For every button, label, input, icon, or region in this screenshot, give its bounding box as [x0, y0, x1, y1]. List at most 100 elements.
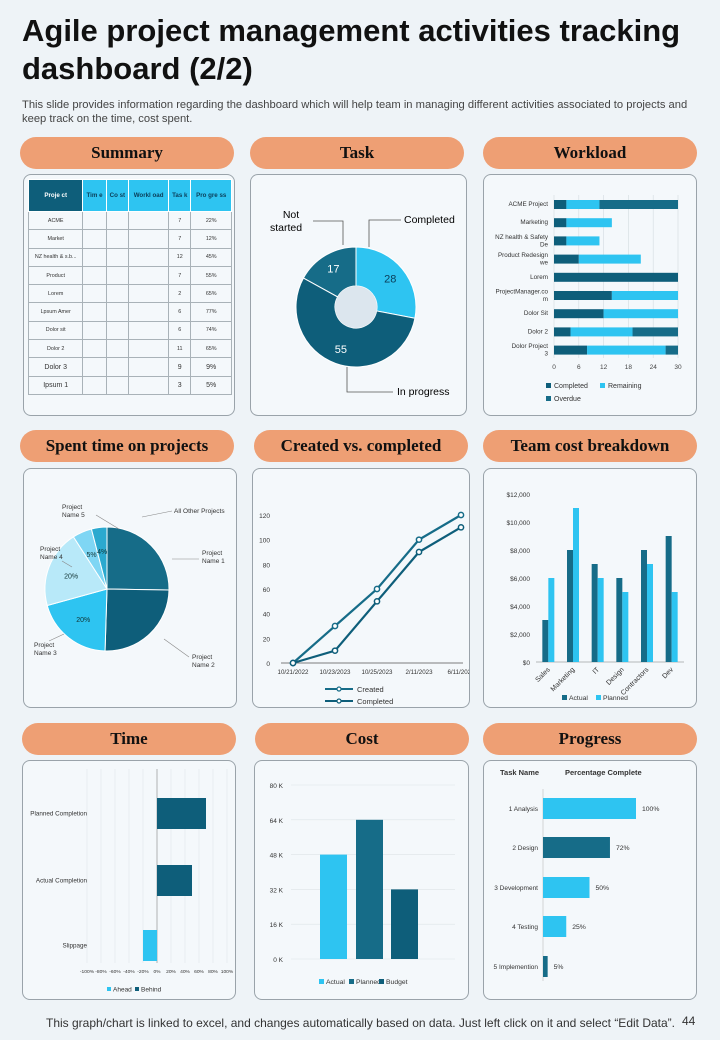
table-cell: 7: [168, 265, 192, 286]
teamcost-tick-label: $12,000: [507, 492, 531, 499]
spent-category-label: Project: [62, 504, 82, 511]
created-legend-marker: [336, 698, 342, 704]
cost-legend-label: Actual: [326, 979, 345, 986]
progress-data-label: 25%: [572, 924, 586, 931]
created-tick-label: 10/21/2022: [278, 669, 310, 676]
table-cell: [128, 375, 170, 395]
spent-category-label: Name 5: [62, 512, 85, 519]
spent-category-label: Project: [34, 642, 54, 649]
spent-data-label: 20%: [76, 617, 90, 624]
progress-category-label: 2 Design: [512, 845, 538, 852]
progress-bar: [543, 916, 567, 937]
workload-bar: [554, 272, 678, 282]
page-subtitle: This slide provides information regardin…: [22, 99, 688, 125]
spent-slice: [104, 588, 170, 652]
page-number: 44: [682, 1014, 696, 1028]
table-row: Lorem 2 65%: [27, 284, 232, 304]
spent-category-label: Name 2: [192, 662, 215, 669]
task-leader-line: [346, 367, 393, 393]
workload-bar: [587, 345, 666, 355]
page-title: Agile project management activities trac…: [22, 13, 681, 86]
workload-bar: [554, 218, 567, 228]
spent-header: Spent time on projects: [20, 430, 234, 462]
workload-category-label: ACME Project: [508, 201, 548, 208]
created-tick-label: 80: [263, 562, 271, 569]
time-tick-label: 80%: [208, 969, 218, 975]
created-tick-label: 20: [263, 636, 271, 643]
progress-bar-chart: Task Name Percentage Complete 1 Analysis 10…: [494, 768, 659, 981]
time-legend-swatch: [135, 987, 139, 991]
table-cell: [82, 284, 107, 304]
table-cell: Dolor sit: [27, 320, 84, 341]
task-label-completed: Completed: [404, 214, 455, 226]
workload-legend-label: Overdue: [554, 396, 581, 403]
teamcost-tick-label: $2,000: [510, 632, 530, 639]
table-cell: [82, 339, 107, 359]
table-row: Product 7 55%: [27, 265, 232, 286]
created-tick-label: 0: [266, 661, 270, 668]
progress-bar: [543, 798, 636, 819]
teamcost-bar: [597, 578, 604, 662]
workload-tick-label: 18: [625, 364, 633, 371]
table-cell: [105, 339, 130, 359]
footer-note: This graph/chart is linked to excel, and…: [46, 1016, 675, 1030]
spent-slice: [106, 526, 170, 591]
table-row: Ipsum 1 3 5%: [27, 375, 232, 395]
time-tick-label: -100%: [80, 969, 95, 975]
created-header: Created vs. completed: [254, 430, 468, 462]
progress-data-label: 5%: [554, 964, 564, 971]
table-cell: Dolor 3: [27, 357, 84, 377]
task-donut-hole: [335, 286, 377, 328]
table-cell: 2: [168, 284, 192, 304]
workload-bar: [554, 327, 571, 337]
cost-tick-label: 0 K: [273, 957, 283, 964]
workload-panel: 0 6 12 18 24 30 ACME Project Marketing NZ health…: [483, 174, 697, 416]
workload-category-label: Marketing: [520, 219, 548, 226]
table-cell: 12%: [190, 229, 232, 249]
cost-bar-chart: 0 K 16 K 32 K 48 K 64 K 80 K Actual Planned Budg…: [270, 783, 455, 986]
teamcost-bar: [548, 578, 555, 662]
task-data-label: 55: [335, 344, 347, 356]
created-line-chart: 0 20 40 60 80 100 120 10/21/2022 10/23/2023 10/25…: [259, 511, 469, 706]
table-row: ACME 7 22%: [27, 210, 232, 231]
workload-bar: [566, 200, 600, 209]
time-tick-label: 0%: [153, 969, 161, 975]
table-cell: Lpsum Amer: [27, 302, 84, 322]
workload-legend-swatch: [546, 396, 551, 401]
workload-bar: [554, 309, 604, 319]
spent-category-label: Name 3: [34, 650, 57, 657]
teamcost-category-label: Dev: [661, 666, 675, 680]
created-point: [373, 597, 381, 605]
spent-leader-line: [95, 514, 120, 530]
table-row: Dolor sit 6 74%: [27, 320, 232, 341]
time-category-label: Actual Completion: [36, 878, 88, 885]
workload-bar: [554, 291, 612, 300]
time-category-label: Planned Completion: [30, 811, 87, 818]
table-cell: 9%: [190, 357, 232, 377]
workload-category-label: 3: [544, 351, 548, 358]
time-legend-label: Ahead: [113, 987, 132, 994]
table-cell: [82, 265, 107, 286]
table-cell: 22%: [190, 210, 232, 231]
created-point: [415, 548, 423, 556]
teamcost-legend-label: Actual: [569, 695, 588, 702]
table-cell: [128, 265, 170, 286]
task-data-label: 28: [384, 274, 396, 286]
summary-table: Proje ct Tim e Co st Workl oad Tas k Pro gre …: [27, 179, 232, 395]
cost-tick-label: 48 K: [270, 853, 284, 860]
created-tick-label: 2/11/2023: [405, 669, 433, 676]
created-point: [289, 659, 297, 667]
table-row: Market 7 12%: [27, 229, 232, 249]
created-legend-label: Created: [357, 685, 384, 694]
teamcost-tick-label: $0: [523, 660, 531, 667]
workload-category-label: Dolor Sit: [524, 310, 548, 317]
progress-panel: Task Name Percentage Complete 1 Analysis 10…: [483, 760, 697, 1000]
spent-category-label: Project: [202, 550, 222, 557]
workload-category-label: Dolor Project: [512, 343, 549, 350]
created-legend-label: Completed: [357, 697, 393, 706]
spent-leader-line: [61, 560, 73, 568]
table-cell: Lorem: [27, 284, 84, 304]
table-cell: [82, 357, 107, 377]
table-cell: [105, 229, 130, 249]
